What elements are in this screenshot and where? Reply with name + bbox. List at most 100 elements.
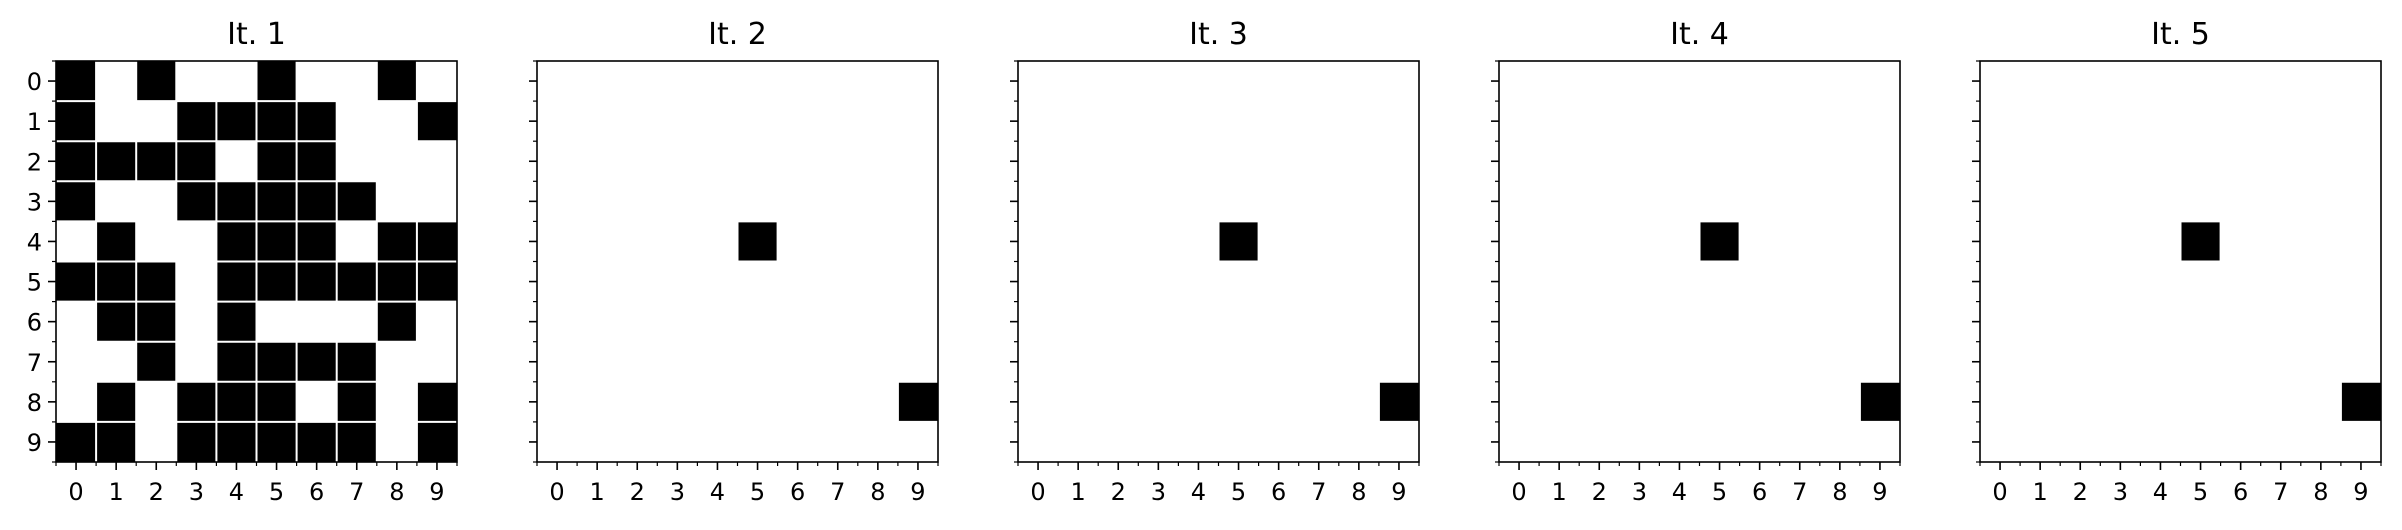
x-tick-label: 5 [2193, 478, 2208, 506]
x-tick-label: 9 [1391, 478, 1406, 506]
cell-r2-c2 [136, 141, 177, 182]
cell-r2-c3 [176, 141, 217, 182]
cell-r8-c5 [256, 381, 297, 422]
cell-r0-c2 [136, 61, 177, 102]
cell-r0-c5 [256, 61, 297, 102]
cell-r3-c0 [56, 181, 97, 222]
cell-r9-c9 [416, 421, 457, 462]
x-tick-label: 1 [1552, 478, 1567, 506]
cell-r3-c4 [216, 181, 257, 222]
y-tick-label: 4 [27, 228, 42, 256]
x-tick-label: 0 [68, 478, 83, 506]
cell-r4-c8 [376, 221, 417, 262]
cell-r5-c2 [136, 261, 177, 302]
y-tick-label: 3 [27, 188, 42, 216]
cell-r4-c9 [416, 221, 457, 262]
x-tick-label: 0 [1030, 478, 1045, 506]
x-tick-label: 2 [1111, 478, 1126, 506]
x-tick-label: 9 [1872, 478, 1887, 506]
x-tick-label: 9 [2353, 478, 2368, 506]
x-tick-label: 6 [790, 478, 805, 506]
cell-r6-c4 [216, 301, 257, 342]
cell-r7-c4 [216, 341, 257, 382]
y-tick-label: 7 [27, 349, 42, 377]
x-tick-label: 3 [2113, 478, 2128, 506]
cell-r6-c8 [376, 301, 417, 342]
panel-title: It. 3 [1189, 17, 1248, 52]
cell-r4-c5 [737, 221, 778, 262]
x-tick-label: 8 [389, 478, 404, 506]
cell-r1-c6 [296, 101, 337, 142]
cell-r1-c9 [416, 101, 457, 142]
x-tick-label: 2 [149, 478, 164, 506]
cell-r8-c9 [1378, 381, 1419, 422]
cell-r5-c5 [256, 261, 297, 302]
cell-r4-c5 [1218, 221, 1259, 262]
cell-r4-c5 [1699, 221, 1740, 262]
x-tick-label: 7 [1792, 478, 1807, 506]
cell-r3-c5 [256, 181, 297, 222]
cell-r8-c7 [336, 381, 377, 422]
cell-r8-c3 [176, 381, 217, 422]
cell-r2-c6 [296, 141, 337, 182]
x-tick-label: 9 [429, 478, 444, 506]
x-tick-label: 7 [830, 478, 845, 506]
x-tick-label: 1 [1071, 478, 1086, 506]
x-tick-label: 3 [189, 478, 204, 506]
x-tick-label: 5 [750, 478, 765, 506]
x-tick-label: 3 [670, 478, 685, 506]
x-tick-label: 6 [1271, 478, 1286, 506]
cell-r4-c4 [216, 221, 257, 262]
x-tick-label: 4 [1191, 478, 1206, 506]
cell-r6-c2 [136, 301, 177, 342]
x-tick-label: 2 [1592, 478, 1607, 506]
x-tick-label: 8 [1832, 478, 1847, 506]
cell-r5-c4 [216, 261, 257, 302]
cell-r8-c1 [96, 381, 137, 422]
cell-r9-c3 [176, 421, 217, 462]
x-tick-label: 4 [2153, 478, 2168, 506]
cell-r8-c9 [2340, 381, 2381, 422]
x-tick-label: 6 [1752, 478, 1767, 506]
cell-r3-c3 [176, 181, 217, 222]
cell-r4-c1 [96, 221, 137, 262]
cell-r9-c1 [96, 421, 137, 462]
x-tick-label: 2 [2073, 478, 2088, 506]
cell-r9-c0 [56, 421, 97, 462]
x-tick-label: 5 [269, 478, 284, 506]
cell-r5-c9 [416, 261, 457, 302]
x-tick-label: 6 [2233, 478, 2248, 506]
y-tick-label: 9 [27, 429, 42, 457]
x-tick-label: 0 [549, 478, 564, 506]
panel-3: It. 3 0 1 2 3 4 5 6 7 8 9 [1010, 17, 1420, 506]
y-tick-label: 8 [27, 389, 42, 417]
x-tick-label: 7 [349, 478, 364, 506]
cell-r2-c5 [256, 141, 297, 182]
cell-r9-c5 [256, 421, 297, 462]
cell-r6-c1 [96, 301, 137, 342]
x-tick-label: 7 [2273, 478, 2288, 506]
panel-title: It. 4 [1670, 17, 1729, 52]
x-tick-label: 3 [1632, 478, 1647, 506]
x-tick-label: 2 [630, 478, 645, 506]
x-tick-label: 4 [1672, 478, 1687, 506]
x-tick-label: 7 [1311, 478, 1326, 506]
cell-r2-c1 [96, 141, 137, 182]
cell-r2-c0 [56, 141, 97, 182]
cell-r0-c0 [56, 61, 97, 102]
panel-title: It. 5 [2151, 17, 2210, 52]
y-tick-label: 6 [27, 309, 42, 337]
x-tick-label: 1 [2033, 478, 2048, 506]
x-tick-label: 1 [590, 478, 605, 506]
y-tick-label: 5 [27, 269, 42, 297]
cell-r7-c2 [136, 341, 177, 382]
cell-r5-c0 [56, 261, 97, 302]
y-tick-label: 2 [27, 148, 42, 176]
x-tick-label: 1 [109, 478, 124, 506]
cell-r4-c5 [256, 221, 297, 262]
cell-r4-c6 [296, 221, 337, 262]
panel-title: It. 2 [708, 17, 767, 52]
cell-r5-c6 [296, 261, 337, 302]
panel-2: It. 2 0 1 2 3 4 5 6 7 8 9 [529, 17, 939, 506]
